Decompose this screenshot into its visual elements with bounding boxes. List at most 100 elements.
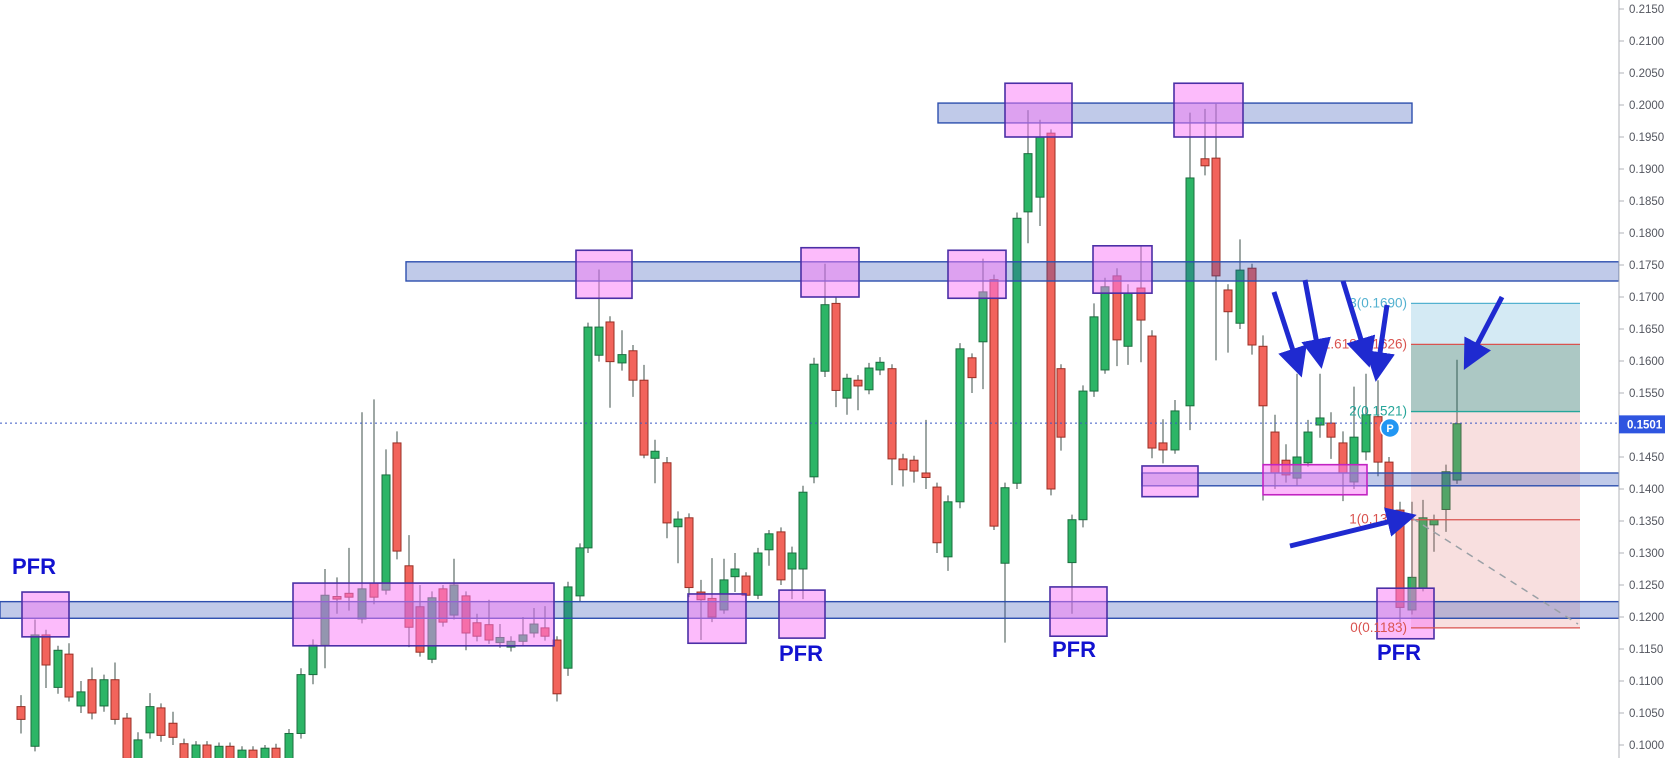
annotations-layer: PFR PFR PFR PFR P xyxy=(0,279,1619,666)
candle-bullish xyxy=(617,354,627,364)
price-axis-tick-label: 0.1200 xyxy=(1629,612,1664,624)
candle-bearish xyxy=(853,379,863,387)
candle-bullish xyxy=(753,552,763,596)
candle-bullish xyxy=(1303,431,1313,464)
candle-bearish xyxy=(1211,157,1221,277)
price-axis-tick-label: 0.1450 xyxy=(1629,452,1664,464)
candle-bearish xyxy=(87,679,97,714)
annotation-arrow-icon xyxy=(1271,291,1307,378)
candle-bearish xyxy=(967,357,977,379)
candle-bullish xyxy=(955,348,965,503)
candle-bearish xyxy=(271,747,281,758)
sr-band xyxy=(1141,472,1620,487)
candle-bearish xyxy=(202,744,212,758)
price-axis-tick-label: 0.1400 xyxy=(1629,484,1664,496)
candle-bearish xyxy=(898,458,908,471)
price-axis-tick-label: 0.1950 xyxy=(1629,132,1664,144)
candle-bearish xyxy=(168,722,178,738)
candle-bearish xyxy=(392,442,402,552)
candle-bullish xyxy=(864,367,874,391)
price-axis-tick-label: 0.1000 xyxy=(1629,740,1664,752)
candle-bearish xyxy=(1373,416,1383,463)
price-axis-tick-label: 0.1300 xyxy=(1629,548,1664,560)
candle-bullish xyxy=(1123,292,1133,347)
price-axis-tick-label: 0.2050 xyxy=(1629,68,1664,80)
supply-demand-box xyxy=(800,246,860,298)
last-price-tag-value: 0.1501 xyxy=(1627,419,1663,431)
dashed-trendline xyxy=(1411,517,1579,625)
candle-bearish xyxy=(41,634,51,666)
supply-demand-box xyxy=(1004,82,1073,138)
candle-bearish xyxy=(639,379,649,456)
candle-bearish xyxy=(887,368,897,460)
candle-bullish xyxy=(673,518,683,528)
annotation-arrow-icon xyxy=(1365,304,1395,382)
candle-bearish xyxy=(1147,335,1157,449)
p-marker-letter: P xyxy=(1386,423,1393,435)
price-axis-tick-label: 0.2100 xyxy=(1629,36,1664,48)
supply-demand-box xyxy=(1262,463,1368,496)
candle-bullish xyxy=(809,363,819,478)
price-axis-tick-label: 0.1750 xyxy=(1629,260,1664,272)
candle-bullish xyxy=(1078,390,1088,521)
price-axis-tick-label: 0.1100 xyxy=(1629,676,1663,688)
candle-bullish xyxy=(1023,153,1033,213)
price-axis-background xyxy=(1619,0,1665,758)
annotation-arrow-icon xyxy=(1301,279,1331,369)
candle-bearish xyxy=(179,743,189,758)
candle-bullish xyxy=(1452,423,1462,481)
sr-bands-layer xyxy=(0,102,1620,619)
supply-demand-box xyxy=(575,249,633,300)
price-axis-tick-label: 0.1650 xyxy=(1629,324,1664,336)
candle-bullish xyxy=(260,747,270,758)
candle-bullish xyxy=(1089,316,1099,392)
price-axis-tick-label: 0.1900 xyxy=(1629,164,1664,176)
candle-bullish xyxy=(99,679,109,707)
price-axis-tick-label: 0.1150 xyxy=(1629,644,1663,656)
candle-bullish xyxy=(787,552,797,570)
candle-bearish xyxy=(64,653,74,698)
candle-bearish xyxy=(1056,368,1066,438)
candle-bearish xyxy=(921,472,931,478)
candle-bullish xyxy=(191,744,201,758)
candle-bullish xyxy=(284,732,294,758)
candle-bullish xyxy=(978,291,988,343)
price-axis[interactable]: 0.2150 0.2100 0.2050 0.2000 0.1950 0.1900 0.18… xyxy=(1618,0,1665,758)
candle-bullish xyxy=(308,644,318,676)
candle-bullish xyxy=(1361,414,1371,453)
candle-bearish xyxy=(156,707,166,736)
candle-bearish xyxy=(909,459,919,472)
fib-zones-layer xyxy=(1411,303,1580,628)
price-axis-tick-label: 0.1600 xyxy=(1629,356,1664,368)
candle-bullish xyxy=(1315,417,1325,426)
candle-bearish xyxy=(1223,289,1233,313)
candle-bullish xyxy=(76,691,86,707)
supply-demand-box xyxy=(1049,586,1108,637)
supply-demand-box xyxy=(1173,82,1244,138)
fib-level-label: 0(0.1183) xyxy=(1350,620,1407,635)
candle-bearish xyxy=(776,531,786,581)
candle-bullish xyxy=(1441,471,1451,510)
candle-bullish xyxy=(798,491,808,570)
candle-bullish xyxy=(583,326,593,549)
candle-bearish xyxy=(1158,442,1168,451)
p-marker-badge[interactable] xyxy=(1379,417,1401,439)
candle-bullish xyxy=(53,649,63,688)
supply-demand-box xyxy=(947,249,1007,300)
supply-demand-layer xyxy=(21,82,1435,647)
supply-demand-box xyxy=(1141,465,1199,498)
price-axis-tick-label: 0.1050 xyxy=(1629,708,1664,720)
candle-bearish xyxy=(110,679,120,720)
candle-bearish xyxy=(684,517,694,589)
candle-bullish xyxy=(875,361,885,371)
price-axis-tick-label: 0.2150 xyxy=(1629,4,1664,16)
price-axis-tick-label: 0.1550 xyxy=(1629,388,1664,400)
candle-bearish xyxy=(741,575,751,596)
pfr-label: PFR xyxy=(779,641,823,666)
candle-bullish xyxy=(842,377,852,399)
candle-bullish xyxy=(1100,286,1110,371)
candle-bullish xyxy=(943,501,953,558)
candle-bearish xyxy=(1258,345,1268,407)
supply-demand-box xyxy=(1376,587,1435,640)
